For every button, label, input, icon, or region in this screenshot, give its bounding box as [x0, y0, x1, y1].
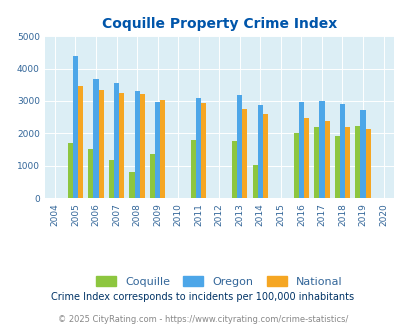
- Bar: [364, 129, 370, 198]
- Bar: [78, 86, 83, 198]
- Bar: [232, 141, 237, 198]
- Bar: [303, 118, 308, 198]
- Bar: [262, 114, 267, 198]
- Bar: [119, 93, 124, 198]
- Bar: [334, 136, 339, 198]
- Bar: [109, 160, 114, 198]
- Bar: [324, 121, 329, 198]
- Bar: [360, 110, 364, 198]
- Bar: [88, 149, 93, 198]
- Title: Coquille Property Crime Index: Coquille Property Crime Index: [101, 17, 336, 31]
- Bar: [252, 165, 257, 198]
- Bar: [344, 127, 350, 198]
- Bar: [293, 133, 298, 198]
- Bar: [139, 94, 145, 198]
- Bar: [149, 154, 155, 198]
- Bar: [129, 172, 134, 198]
- Bar: [134, 91, 139, 198]
- Bar: [155, 102, 160, 198]
- Bar: [201, 103, 206, 198]
- Bar: [73, 56, 78, 198]
- Bar: [68, 143, 73, 198]
- Bar: [93, 79, 98, 198]
- Bar: [339, 104, 344, 198]
- Bar: [114, 83, 119, 198]
- Bar: [190, 140, 196, 198]
- Legend: Coquille, Oregon, National: Coquille, Oregon, National: [92, 272, 346, 291]
- Bar: [242, 109, 247, 198]
- Bar: [313, 127, 319, 198]
- Bar: [354, 126, 360, 198]
- Bar: [98, 90, 103, 198]
- Text: Crime Index corresponds to incidents per 100,000 inhabitants: Crime Index corresponds to incidents per…: [51, 292, 354, 302]
- Text: © 2025 CityRating.com - https://www.cityrating.com/crime-statistics/: © 2025 CityRating.com - https://www.city…: [58, 315, 347, 324]
- Bar: [319, 101, 324, 198]
- Bar: [196, 98, 201, 198]
- Bar: [160, 100, 165, 198]
- Bar: [257, 105, 262, 198]
- Bar: [298, 102, 303, 198]
- Bar: [237, 95, 242, 198]
